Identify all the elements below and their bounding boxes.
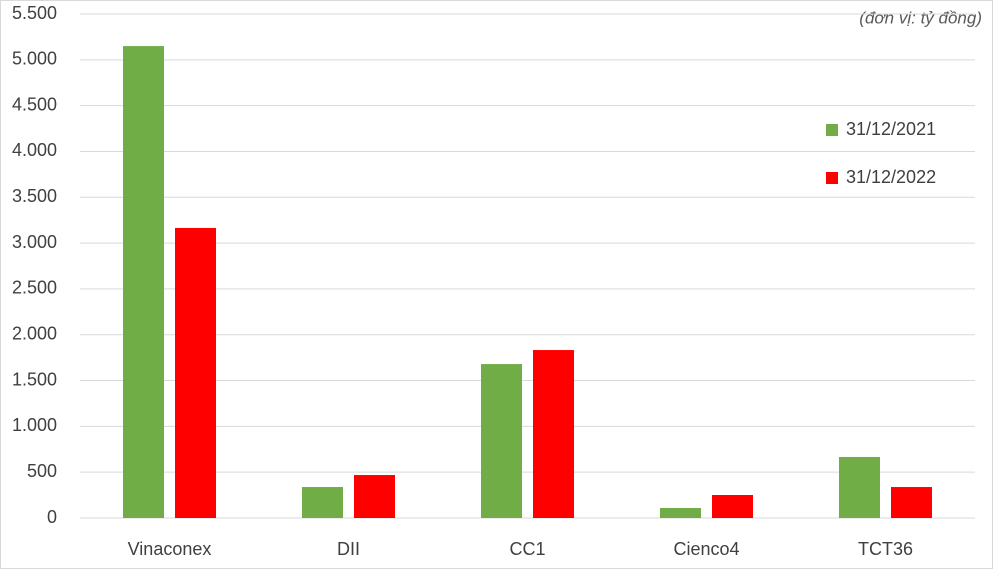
- y-tick-label: 3.500: [12, 186, 57, 206]
- y-tick-label: 5.000: [12, 49, 57, 69]
- bar: [839, 456, 880, 518]
- y-tick-label: 5.500: [12, 3, 57, 23]
- bar: [712, 494, 753, 518]
- x-tick-label: Cienco4: [673, 539, 739, 559]
- y-tick-label: 2.500: [12, 278, 57, 298]
- unit-note: (đơn vị: tỷ đồng): [859, 8, 982, 27]
- x-tick-label: CC1: [509, 539, 545, 559]
- legend-swatch: [826, 124, 838, 136]
- y-tick-label: 4.000: [12, 140, 57, 160]
- legend-swatch: [826, 172, 838, 184]
- y-tick-label: 1.000: [12, 415, 57, 435]
- y-tick-label: 2.000: [12, 323, 57, 343]
- bar: [123, 46, 164, 519]
- legend-label: 31/12/2021: [846, 119, 936, 139]
- legend-label: 31/12/2022: [846, 167, 936, 187]
- y-tick-label: 3.000: [12, 232, 57, 252]
- y-tick-label: 4.500: [12, 94, 57, 114]
- x-tick-label: Vinaconex: [128, 539, 212, 559]
- bar: [481, 364, 522, 518]
- x-tick-label: TCT36: [858, 539, 913, 559]
- x-tick-label: DII: [337, 539, 360, 559]
- y-tick-label: 500: [27, 461, 57, 481]
- bar: [533, 350, 574, 518]
- bar: [891, 487, 932, 518]
- bar: [175, 227, 216, 519]
- bar: [354, 475, 395, 518]
- bar: [302, 487, 343, 518]
- y-tick-label: 1.500: [12, 369, 57, 389]
- y-tick-label: 0: [47, 507, 57, 527]
- bar: [660, 508, 701, 518]
